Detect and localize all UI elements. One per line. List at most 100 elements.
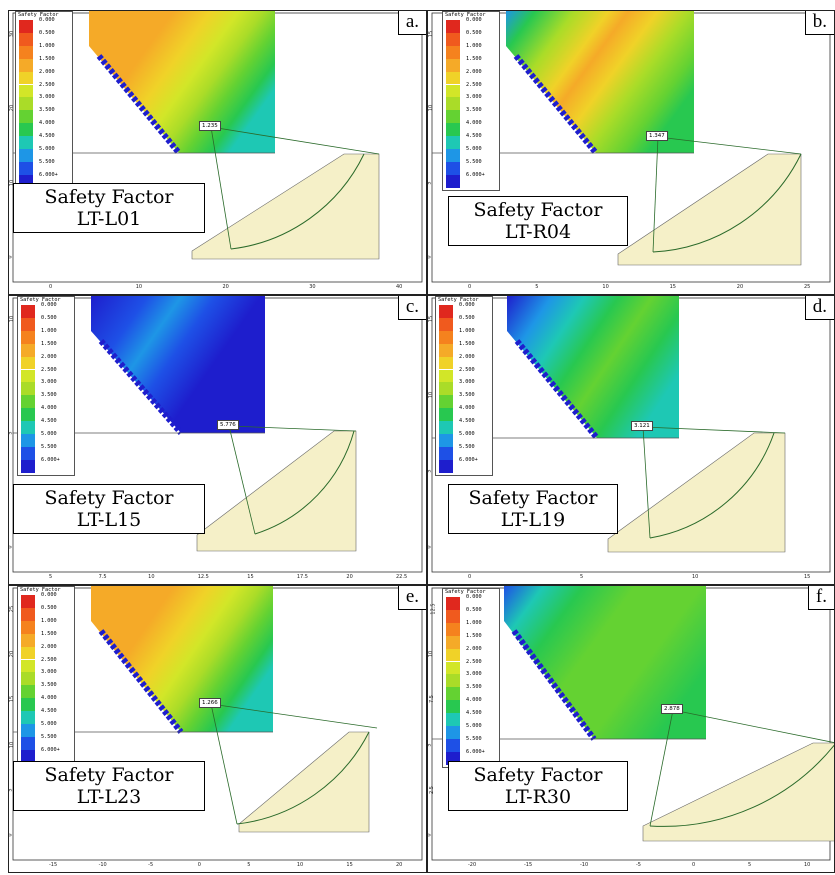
legend-entry: 2.000 (19, 69, 55, 85)
legend-swatch (21, 736, 35, 750)
legend-swatch (446, 713, 460, 726)
panel-c: 5 7.5 10 12.5 15 17.5 20 22.5 10 5 0 Safety Factor 0… (8, 295, 427, 585)
legend-value: 4.000 (39, 120, 55, 127)
legend-value: 1.500 (39, 55, 55, 62)
legend-value: 1.500 (41, 340, 57, 347)
legend-value: 2.500 (41, 366, 57, 373)
legend-swatch (446, 161, 460, 175)
grid-edge (513, 54, 599, 155)
legend-entry: 4.000 (446, 120, 482, 137)
y-tick-label: 12.5 (430, 603, 437, 615)
legend-entry: 0.000 (446, 594, 482, 610)
x-tick-label: -20 (468, 862, 477, 868)
legend-entry: 6.000+ (446, 172, 485, 188)
legend-swatch (21, 305, 35, 318)
legend-value: 1.000 (459, 327, 475, 334)
slope-model-plot (431, 296, 831, 573)
slip-radius-line (642, 426, 651, 539)
x-tick-label: -5 (148, 862, 154, 868)
legend-swatch (439, 343, 453, 357)
legend-entry: 3.000 (446, 671, 482, 688)
legend-entry: 3.000 (439, 379, 475, 396)
panel-caption: Safety Factor LT-L15 (13, 484, 205, 534)
grid-edge (96, 54, 182, 155)
y-tick-label: 0 (427, 833, 433, 837)
legend-swatch (21, 749, 35, 763)
x-tick-label: 5 (535, 284, 539, 290)
legend-swatch (446, 648, 460, 662)
legend-value: 0.000 (459, 302, 475, 308)
legend-value: 0.500 (466, 606, 482, 613)
caption-model-id: LT-L15 (76, 509, 142, 531)
legend-value: 3.000 (41, 379, 57, 386)
legend-title: Safety Factor (445, 12, 486, 18)
legend-swatch (21, 395, 35, 409)
panel-letter: d. (804, 296, 834, 320)
slip-surface (652, 153, 802, 253)
minimum-safety-factor-label: 3.121 (631, 421, 653, 431)
safety-factor-legend: Safety Factor 0.000 0.500 1.000 1.500 2.000 2.… (442, 11, 500, 191)
y-tick-label: 10 (9, 315, 16, 323)
slope-model-plot (12, 586, 423, 861)
legend-entry: 3.500 (446, 107, 482, 124)
legend-entry: 5.000 (446, 723, 482, 739)
legend-value: 3.500 (41, 392, 57, 399)
legend-value: 0.000 (466, 17, 482, 23)
slip-radius-line (210, 126, 380, 155)
caption-title: Safety Factor (473, 199, 603, 221)
legend-swatch (446, 58, 460, 72)
x-tick-label: 15 (247, 574, 254, 580)
legend-value: 0.500 (41, 314, 57, 321)
caption-model-id: LT-R30 (504, 786, 572, 808)
y-tick-label: 0 (8, 545, 14, 549)
legend-entry: 4.500 (439, 418, 475, 434)
legend-value: 6.000+ (41, 456, 60, 463)
x-tick-label: 20 (222, 284, 229, 290)
legend-entry: 4.500 (446, 133, 482, 149)
x-tick-label: 12.5 (197, 574, 209, 580)
slip-surface (649, 744, 834, 827)
grid-edge (98, 339, 184, 435)
legend-swatch (439, 395, 453, 409)
legend-entry: 0.000 (21, 592, 57, 608)
x-tick-label: 20 (736, 284, 744, 290)
x-tick-label: 0 (692, 862, 696, 868)
legend-value: 3.500 (41, 682, 57, 689)
legend-entry: 6.000+ (21, 747, 60, 763)
legend-value: 1.000 (41, 327, 57, 334)
legend-entry: 5.000 (21, 431, 57, 447)
legend-entry: 0.500 (19, 30, 55, 46)
legend-entry: 1.500 (21, 341, 57, 357)
legend-entry: 2.500 (19, 82, 55, 98)
legend-entry: 1.000 (439, 328, 475, 344)
y-tick-label: 15 (428, 30, 435, 38)
legend-swatch (446, 84, 460, 98)
x-tick-label: -10 (98, 862, 107, 868)
legend-swatch (19, 32, 33, 46)
slip-radius-line (228, 425, 256, 535)
slope-body (196, 430, 357, 552)
legend-swatch (446, 136, 460, 149)
y-tick-label: 0 (8, 255, 14, 259)
legend-entry: 1.000 (446, 620, 482, 636)
legend-swatch (446, 635, 460, 649)
legend-entry: 1.500 (446, 633, 482, 649)
x-tick-label: 5 (580, 574, 584, 580)
legend-swatch (446, 149, 460, 162)
legend-entry: 0.000 (446, 17, 482, 33)
slip-radius-line (210, 703, 238, 825)
legend-swatch (439, 446, 453, 460)
legend-swatch (446, 609, 460, 623)
legend-value: 0.500 (459, 314, 475, 321)
legend-swatch (446, 123, 460, 137)
legend-swatch (446, 71, 460, 85)
legend-swatch (21, 421, 35, 434)
panel-caption: Safety Factor LT-L23 (13, 761, 205, 811)
y-tick-label: 10 (428, 105, 435, 112)
legend-value: 5.500 (466, 735, 482, 742)
legend-swatch (21, 408, 35, 422)
x-tick-label: 5 (247, 862, 251, 868)
legend-value: 3.000 (466, 671, 482, 678)
slope-model-plot (12, 11, 423, 283)
slip-surface (649, 432, 775, 539)
